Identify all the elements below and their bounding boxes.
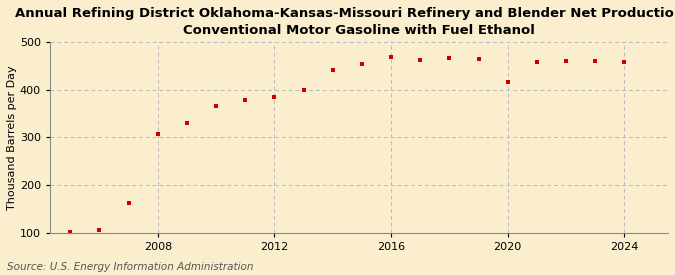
Text: Source: U.S. Energy Information Administration: Source: U.S. Energy Information Administ… [7,262,253,272]
Title: Annual Refining District Oklahoma-Kansas-Missouri Refinery and Blender Net Produ: Annual Refining District Oklahoma-Kansas… [15,7,675,37]
Y-axis label: Thousand Barrels per Day: Thousand Barrels per Day [7,65,17,210]
